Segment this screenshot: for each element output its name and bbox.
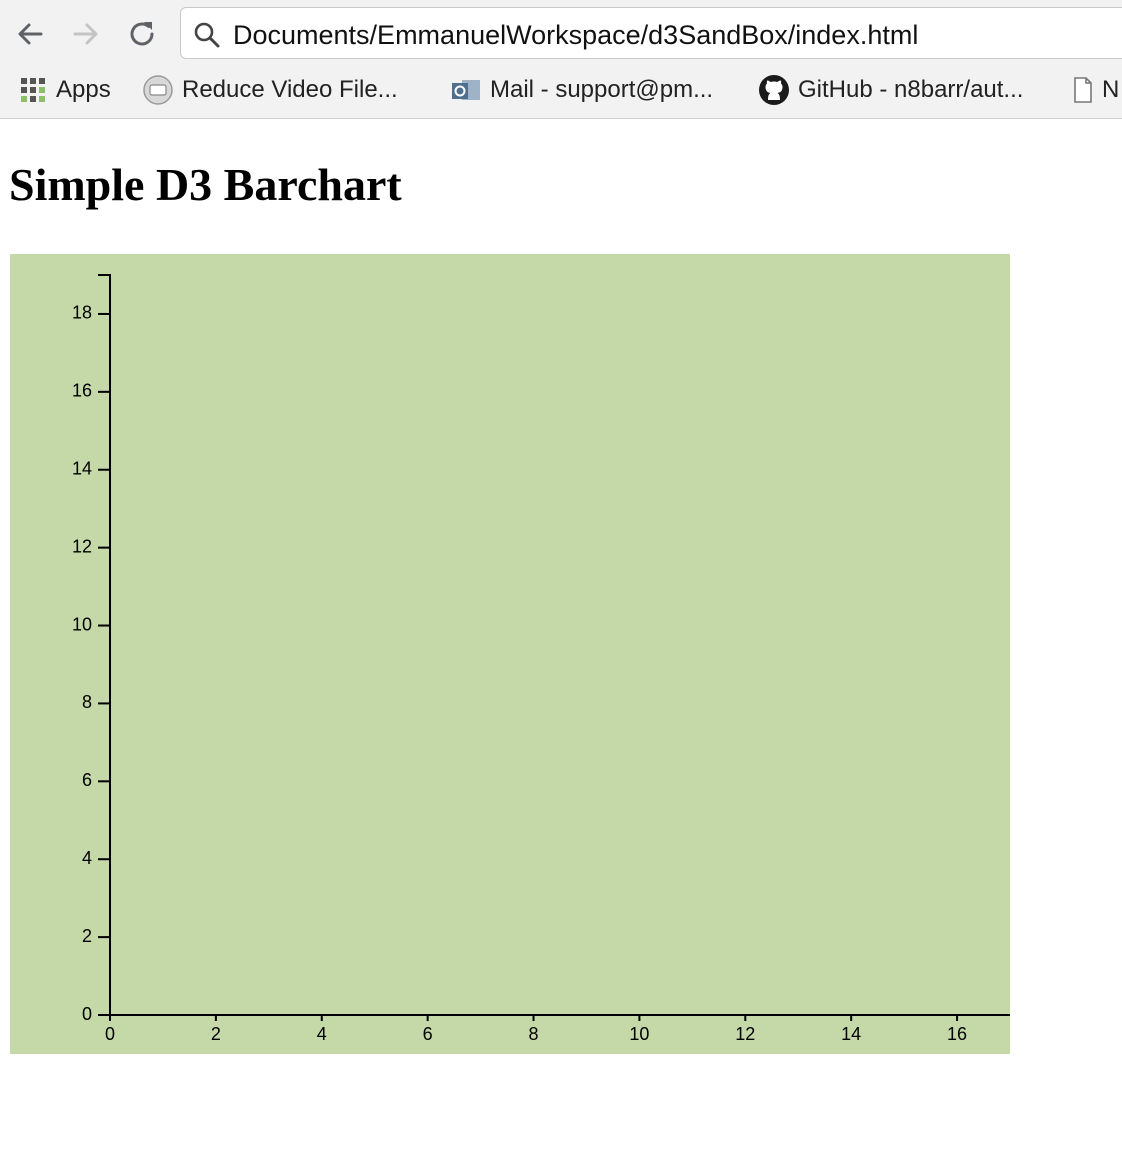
barchart-svg: 0 2 4 6 8 10 12 14 16 18 0 2 4 6 8 10 12 14 16 <box>10 254 1010 1054</box>
browser-chrome: Documents/EmmanuelWorkspace/d3SandBox/in… <box>0 0 1122 119</box>
x-tick-label: 12 <box>735 1024 755 1044</box>
back-arrow-icon <box>18 23 43 45</box>
x-axis: 0 2 4 6 8 10 12 14 16 <box>105 1014 1010 1044</box>
page-icon <box>1074 77 1092 103</box>
chart-background <box>10 254 1010 1054</box>
search-icon <box>194 22 220 48</box>
bookmark-label: Apps <box>56 76 111 103</box>
x-tick-label: 6 <box>423 1024 433 1044</box>
x-tick-label: 0 <box>105 1024 115 1044</box>
x-tick-label: 8 <box>529 1024 539 1044</box>
y-tick-label: 16 <box>72 381 92 401</box>
x-tick-label: 2 <box>211 1024 221 1044</box>
y-tick-label: 6 <box>82 770 92 790</box>
bookmark-label: N <box>1102 76 1120 103</box>
back-button[interactable] <box>10 14 50 54</box>
reload-button[interactable] <box>122 14 162 54</box>
x-tick-label: 4 <box>317 1024 327 1044</box>
bookmark-apps[interactable]: Apps <box>18 72 111 108</box>
github-icon <box>759 75 789 105</box>
video-site-icon <box>143 75 173 105</box>
bookmark-mail[interactable]: Mail - support@pm... <box>450 72 713 108</box>
apps-grid-icon <box>21 78 45 102</box>
y-tick-label: 4 <box>82 848 92 868</box>
address-bar[interactable]: Documents/EmmanuelWorkspace/d3SandBox/in… <box>180 7 1122 59</box>
forward-button[interactable] <box>66 14 106 54</box>
y-tick-label: 12 <box>72 536 92 556</box>
x-tick-label: 10 <box>629 1024 649 1044</box>
outlook-mail-icon <box>452 80 480 100</box>
bookmark-label: Reduce Video File... <box>182 76 398 103</box>
page-title: Simple D3 Barchart <box>9 159 402 210</box>
bookmark-label: Mail - support@pm... <box>490 76 714 103</box>
reload-icon <box>130 22 154 46</box>
barchart: 0 2 4 6 8 10 12 14 16 18 0 2 4 6 8 10 12 14 16 <box>10 254 1010 1054</box>
y-tick-label: 0 <box>82 1004 92 1024</box>
y-axis: 0 2 4 6 8 10 12 14 16 18 <box>72 274 111 1024</box>
y-tick-label: 8 <box>82 692 92 712</box>
forward-arrow-icon <box>73 23 98 45</box>
url-text: Documents/EmmanuelWorkspace/d3SandBox/in… <box>233 20 919 50</box>
bookmark-label: GitHub - n8barr/aut... <box>798 76 1024 103</box>
bookmark-github[interactable]: GitHub - n8barr/aut... <box>758 72 1023 108</box>
y-tick-label: 18 <box>72 303 92 323</box>
bookmarks-bar: Apps Reduce Video File... Mail - support… <box>0 70 1122 110</box>
y-tick-label: 2 <box>82 926 92 946</box>
y-tick-label: 14 <box>72 458 92 478</box>
y-tick-label: 10 <box>72 614 92 634</box>
x-tick-label: 14 <box>841 1024 861 1044</box>
x-tick-label: 16 <box>947 1024 967 1044</box>
bookmark-reduce-video[interactable]: Reduce Video File... <box>142 72 398 108</box>
bookmark-n[interactable]: N <box>1072 72 1119 108</box>
